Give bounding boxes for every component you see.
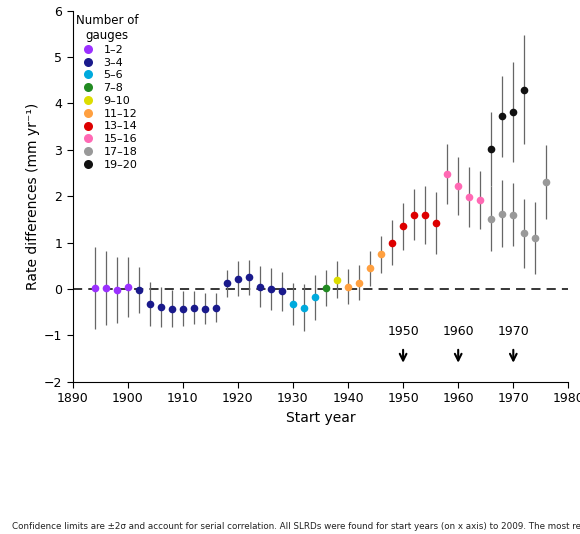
X-axis label: Start year: Start year bbox=[285, 411, 356, 425]
Text: 1970: 1970 bbox=[498, 325, 529, 337]
Legend: 1–2, 3–4, 5–6, 7–8, 9–10, 11–12, 13–14, 15–16, 17–18, 19–20: 1–2, 3–4, 5–6, 7–8, 9–10, 11–12, 13–14, … bbox=[76, 14, 139, 170]
Text: 1950: 1950 bbox=[387, 325, 419, 337]
Text: Confidence limits are ±2σ and account for serial correlation. All SLRDs were fou: Confidence limits are ±2σ and account fo… bbox=[12, 522, 580, 531]
Text: 1960: 1960 bbox=[443, 325, 474, 337]
Y-axis label: Rate differences (mm yr⁻¹): Rate differences (mm yr⁻¹) bbox=[26, 103, 39, 290]
